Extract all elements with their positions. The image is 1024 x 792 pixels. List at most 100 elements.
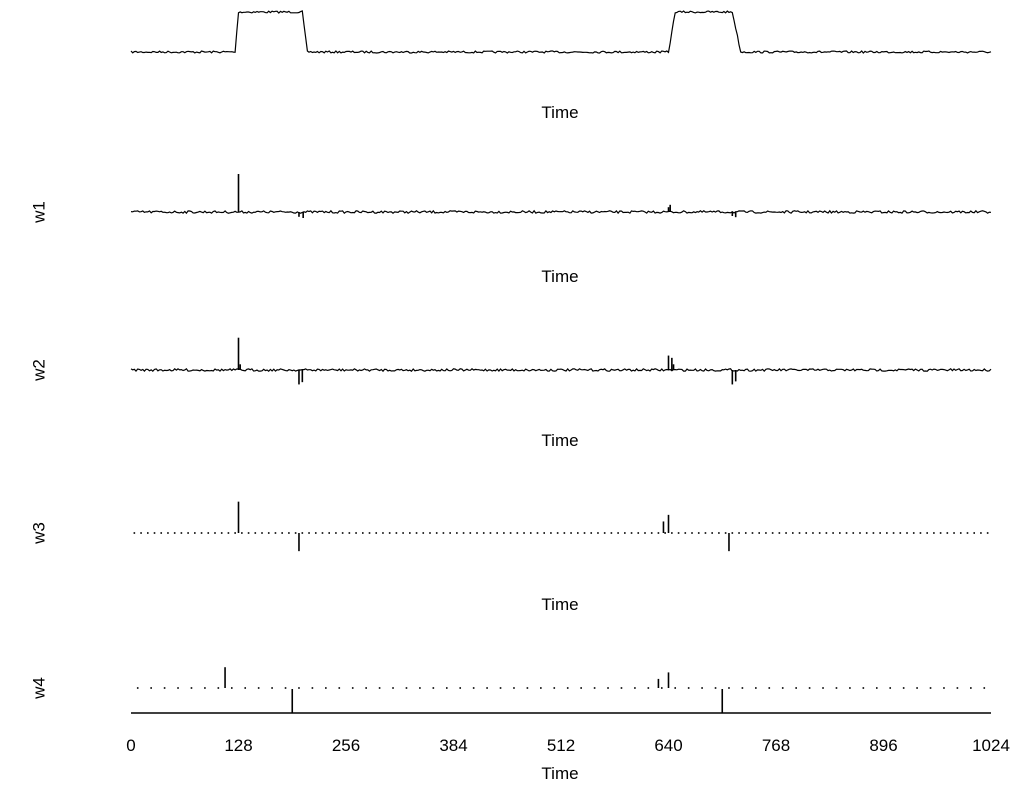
coefficient-dot-w3 xyxy=(355,532,357,534)
coefficient-dot-w3 xyxy=(146,532,149,534)
x-tick-label-384: 384 xyxy=(439,736,467,755)
coefficient-dot-w4 xyxy=(204,687,206,689)
coefficient-dot-w3 xyxy=(718,532,720,534)
coefficient-dot-w4 xyxy=(459,687,462,689)
coefficient-dot-w4 xyxy=(486,687,488,689)
coefficient-dot-w3 xyxy=(859,532,861,534)
coefficient-dot-w4 xyxy=(607,687,609,689)
coefficient-dot-w3 xyxy=(442,532,445,534)
panel-w1: w1 Time xyxy=(29,174,992,286)
coefficient-dot-w3 xyxy=(986,532,989,534)
coefficient-dot-w3 xyxy=(664,532,666,534)
coefficient-dot-w4 xyxy=(849,687,851,689)
coefficient-dot-w3 xyxy=(644,532,646,534)
coefficient-dot-w3 xyxy=(294,532,297,534)
coefficient-dot-w3 xyxy=(543,532,546,534)
coefficient-dot-w4 xyxy=(311,687,314,689)
panel-label-w4: w4 xyxy=(29,677,48,700)
coefficient-dot-w4 xyxy=(768,687,771,689)
coefficient-dot-w3 xyxy=(583,532,586,534)
coefficient-dot-w3 xyxy=(529,532,532,534)
coefficient-dot-w3 xyxy=(677,532,680,534)
coefficient-dot-w4 xyxy=(862,687,865,689)
coefficient-dot-w4 xyxy=(647,687,650,689)
coefficient-dot-w3 xyxy=(785,532,787,534)
coefficient-dot-w3 xyxy=(509,532,512,534)
coefficient-dot-w4 xyxy=(593,687,596,689)
coefficient-dot-w3 xyxy=(200,532,203,534)
coefficient-dot-w4 xyxy=(257,687,260,689)
coefficient-dot-w3 xyxy=(926,532,928,534)
coefficient-dot-w3 xyxy=(617,532,619,534)
coefficient-dot-w3 xyxy=(314,532,317,534)
coefficient-dot-w3 xyxy=(959,532,962,534)
coefficient-dot-w3 xyxy=(684,532,687,534)
coefficient-dot-w3 xyxy=(476,532,478,534)
coefficient-dot-w3 xyxy=(590,532,593,534)
coefficient-dot-w4 xyxy=(526,687,529,689)
coefficient-dot-w4 xyxy=(271,687,273,689)
coefficient-dot-w3 xyxy=(321,532,324,534)
coefficient-dot-w3 xyxy=(906,532,908,534)
x-tick-label-640: 640 xyxy=(654,736,682,755)
coefficient-dot-w4 xyxy=(365,687,367,689)
coefficient-dot-w3 xyxy=(308,532,310,534)
coefficient-dot-w4 xyxy=(728,687,730,689)
panel-label-w1: w1 xyxy=(29,201,48,224)
panel-xlabel-w3: Time xyxy=(541,595,578,614)
coefficient-dot-w4 xyxy=(916,687,918,689)
coefficient-dot-w3 xyxy=(456,532,458,534)
coefficient-dot-w3 xyxy=(570,532,572,534)
coefficient-dot-w4 xyxy=(190,687,193,689)
coefficient-dot-w4 xyxy=(472,687,475,689)
coefficient-dot-w4 xyxy=(298,687,300,689)
coefficient-dot-w3 xyxy=(751,532,754,534)
coefficient-dot-w3 xyxy=(227,532,230,534)
coefficient-dot-w3 xyxy=(724,532,727,534)
coefficient-dot-w4 xyxy=(351,687,354,689)
coefficient-dot-w3 xyxy=(489,532,492,534)
coefficient-dot-w3 xyxy=(382,532,384,534)
coefficient-line-w2 xyxy=(130,367,992,373)
coefficient-dot-w3 xyxy=(429,532,431,534)
coefficient-dot-w4 xyxy=(781,687,784,689)
coefficient-dot-w3 xyxy=(409,532,411,534)
coefficient-dot-w3 xyxy=(516,532,519,534)
coefficient-dot-w4 xyxy=(755,687,757,689)
panel-w4: w4 xyxy=(29,667,991,714)
coefficient-dot-w3 xyxy=(966,532,969,534)
coefficient-dot-w4 xyxy=(163,687,166,689)
x-tick-label-128: 128 xyxy=(224,736,252,755)
coefficient-dot-w4 xyxy=(795,687,797,689)
coefficient-dot-w3 xyxy=(791,532,794,534)
coefficient-dot-w3 xyxy=(395,532,398,534)
panel-xlabel-w2: Time xyxy=(541,431,578,450)
coefficient-dot-w3 xyxy=(550,532,552,534)
coefficient-dot-w3 xyxy=(241,532,243,534)
coefficient-dot-w3 xyxy=(288,532,290,534)
coefficient-dot-w3 xyxy=(449,532,451,534)
coefficient-dot-w3 xyxy=(697,532,700,534)
coefficient-dot-w3 xyxy=(744,532,747,534)
coefficient-dot-w4 xyxy=(244,687,247,689)
coefficient-dot-w4 xyxy=(970,687,972,689)
coefficient-dot-w3 xyxy=(194,532,196,534)
coefficient-dot-w4 xyxy=(835,687,838,689)
coefficient-dot-w3 xyxy=(597,532,599,534)
coefficient-dot-w3 xyxy=(402,532,404,534)
coefficient-dot-w3 xyxy=(758,532,761,534)
coefficient-line-w1 xyxy=(130,209,992,215)
coefficient-dot-w3 xyxy=(435,532,438,534)
coefficient-dot-w4 xyxy=(284,687,287,689)
coefficient-dot-w3 xyxy=(496,532,498,534)
coefficient-dot-w4 xyxy=(540,687,542,689)
panel-label-w3: w3 xyxy=(29,522,48,545)
coefficient-dot-w3 xyxy=(933,532,935,534)
coefficient-dot-w3 xyxy=(731,532,734,534)
coefficient-dot-w3 xyxy=(650,532,653,534)
coefficient-dot-w4 xyxy=(875,687,878,689)
coefficient-dot-w4 xyxy=(701,687,703,689)
panel-xlabel-signal: Time xyxy=(541,103,578,122)
coefficient-dot-w3 xyxy=(973,532,976,534)
